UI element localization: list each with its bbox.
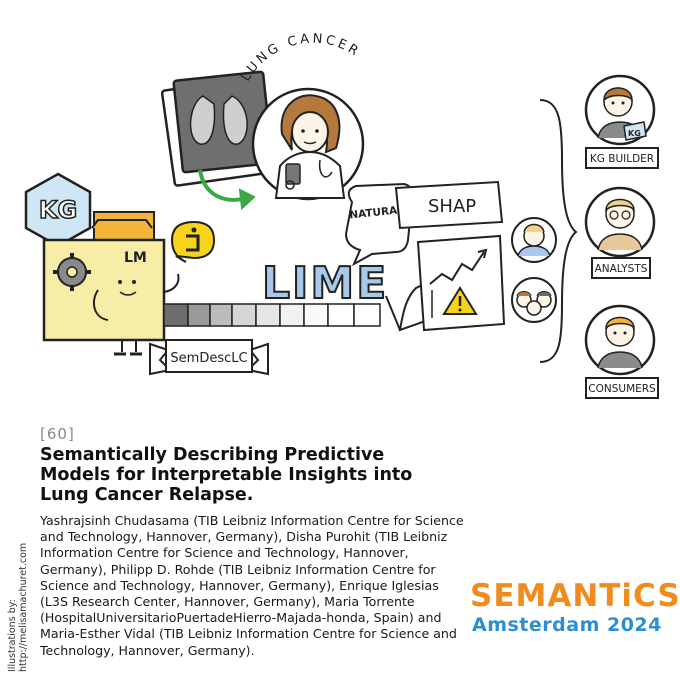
credit-line-1: Illustrations by:: [7, 599, 18, 672]
ribbon-banner: SemDescLC: [149, 339, 269, 376]
kg-builder-badge: KG: [628, 129, 641, 138]
piano-strip-icon: [163, 303, 381, 327]
kg-builder-label: KG BUILDER: [590, 153, 654, 165]
role-kg-builder: KG KG BUILDER: [584, 74, 659, 169]
analyst-mini-icon: [511, 217, 557, 263]
illustration-credit: Illustrations by: http://melisamachuret.…: [7, 543, 29, 672]
consumers-label: CONSUMERS: [588, 383, 656, 395]
paper-title: Semantically Describing Predictive Model…: [40, 445, 413, 505]
kg-badge-icon: KG: [24, 172, 92, 248]
consumers-mini-icon: [511, 277, 557, 323]
doctor-icon: [251, 87, 365, 201]
illustration: LUNG CANCER KG LM: [24, 31, 659, 399]
analysts-label: ANALYSTS: [595, 263, 648, 275]
kg-badge-label: KG: [39, 196, 77, 224]
chart-card-icon: [416, 234, 506, 332]
ribbon-label: SemDescLC: [170, 351, 247, 366]
lm-character-icon: LM: [42, 211, 180, 356]
shap-label: SHAP: [428, 196, 476, 217]
brace-icon: [539, 99, 578, 363]
conference-name: SEMANTiCS: [470, 578, 680, 614]
role-consumers: CONSUMERS: [584, 304, 659, 399]
conference-city-year: Amsterdam 2024: [472, 614, 662, 636]
lm-folder-label: LM: [124, 250, 147, 266]
speech-bubble-icon: [170, 220, 216, 263]
role-analysts: ANALYSTS: [584, 186, 656, 279]
shap-card: SHAP: [394, 180, 504, 230]
lime-label: LIME: [262, 258, 388, 309]
paper-ref: [60]: [40, 425, 75, 443]
paper-authors: Yashrajsinh Chudasama (TIB Leibniz Infor…: [40, 513, 464, 658]
credit-line-2: http://melisamachuret.com: [18, 542, 29, 672]
